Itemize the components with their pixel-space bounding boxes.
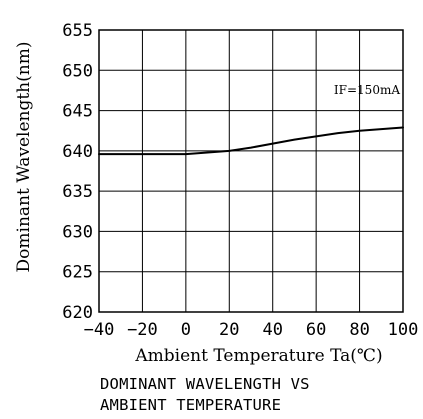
y-tick-label: 655: [62, 21, 93, 41]
y-tick-label: 635: [62, 182, 93, 202]
current-annotation: IF=150mA: [334, 83, 400, 97]
y-tick-label: 620: [62, 303, 93, 323]
y-tick-label: 650: [62, 61, 93, 81]
x-tick-label: 80: [349, 320, 369, 340]
x-axis-label: Ambient Temperature Ta(℃): [134, 346, 382, 366]
y-tick-labels: 620 625 630 635 640 645 650 655: [62, 21, 93, 323]
x-tick-label: 20: [219, 320, 239, 340]
x-tick-label: −20: [127, 320, 158, 340]
grid: [99, 30, 403, 312]
y-tick-label: 645: [62, 102, 93, 122]
x-tick-label: 0: [181, 320, 191, 340]
y-axis-label: Dominant Wavelength(nm): [14, 42, 34, 273]
x-tick-labels: −40 −20 0 20 40 60 80 100: [84, 320, 419, 340]
x-tick-label: −40: [84, 320, 115, 340]
series-layer: [98, 126, 404, 156]
x-tick-label: 40: [262, 320, 282, 340]
caption-line-1: DOMINANT WAVELENGTH VS: [100, 375, 310, 393]
caption-line-2: AMBIENT TEMPERATURE: [100, 396, 282, 414]
y-tick-label: 625: [62, 263, 93, 283]
y-tick-label: 630: [62, 222, 93, 242]
y-tick-label: 640: [62, 142, 93, 162]
series-line-0: [98, 126, 404, 156]
x-tick-label: 100: [388, 320, 419, 340]
plot-frame: [98, 29, 404, 313]
x-tick-label: 60: [306, 320, 326, 340]
